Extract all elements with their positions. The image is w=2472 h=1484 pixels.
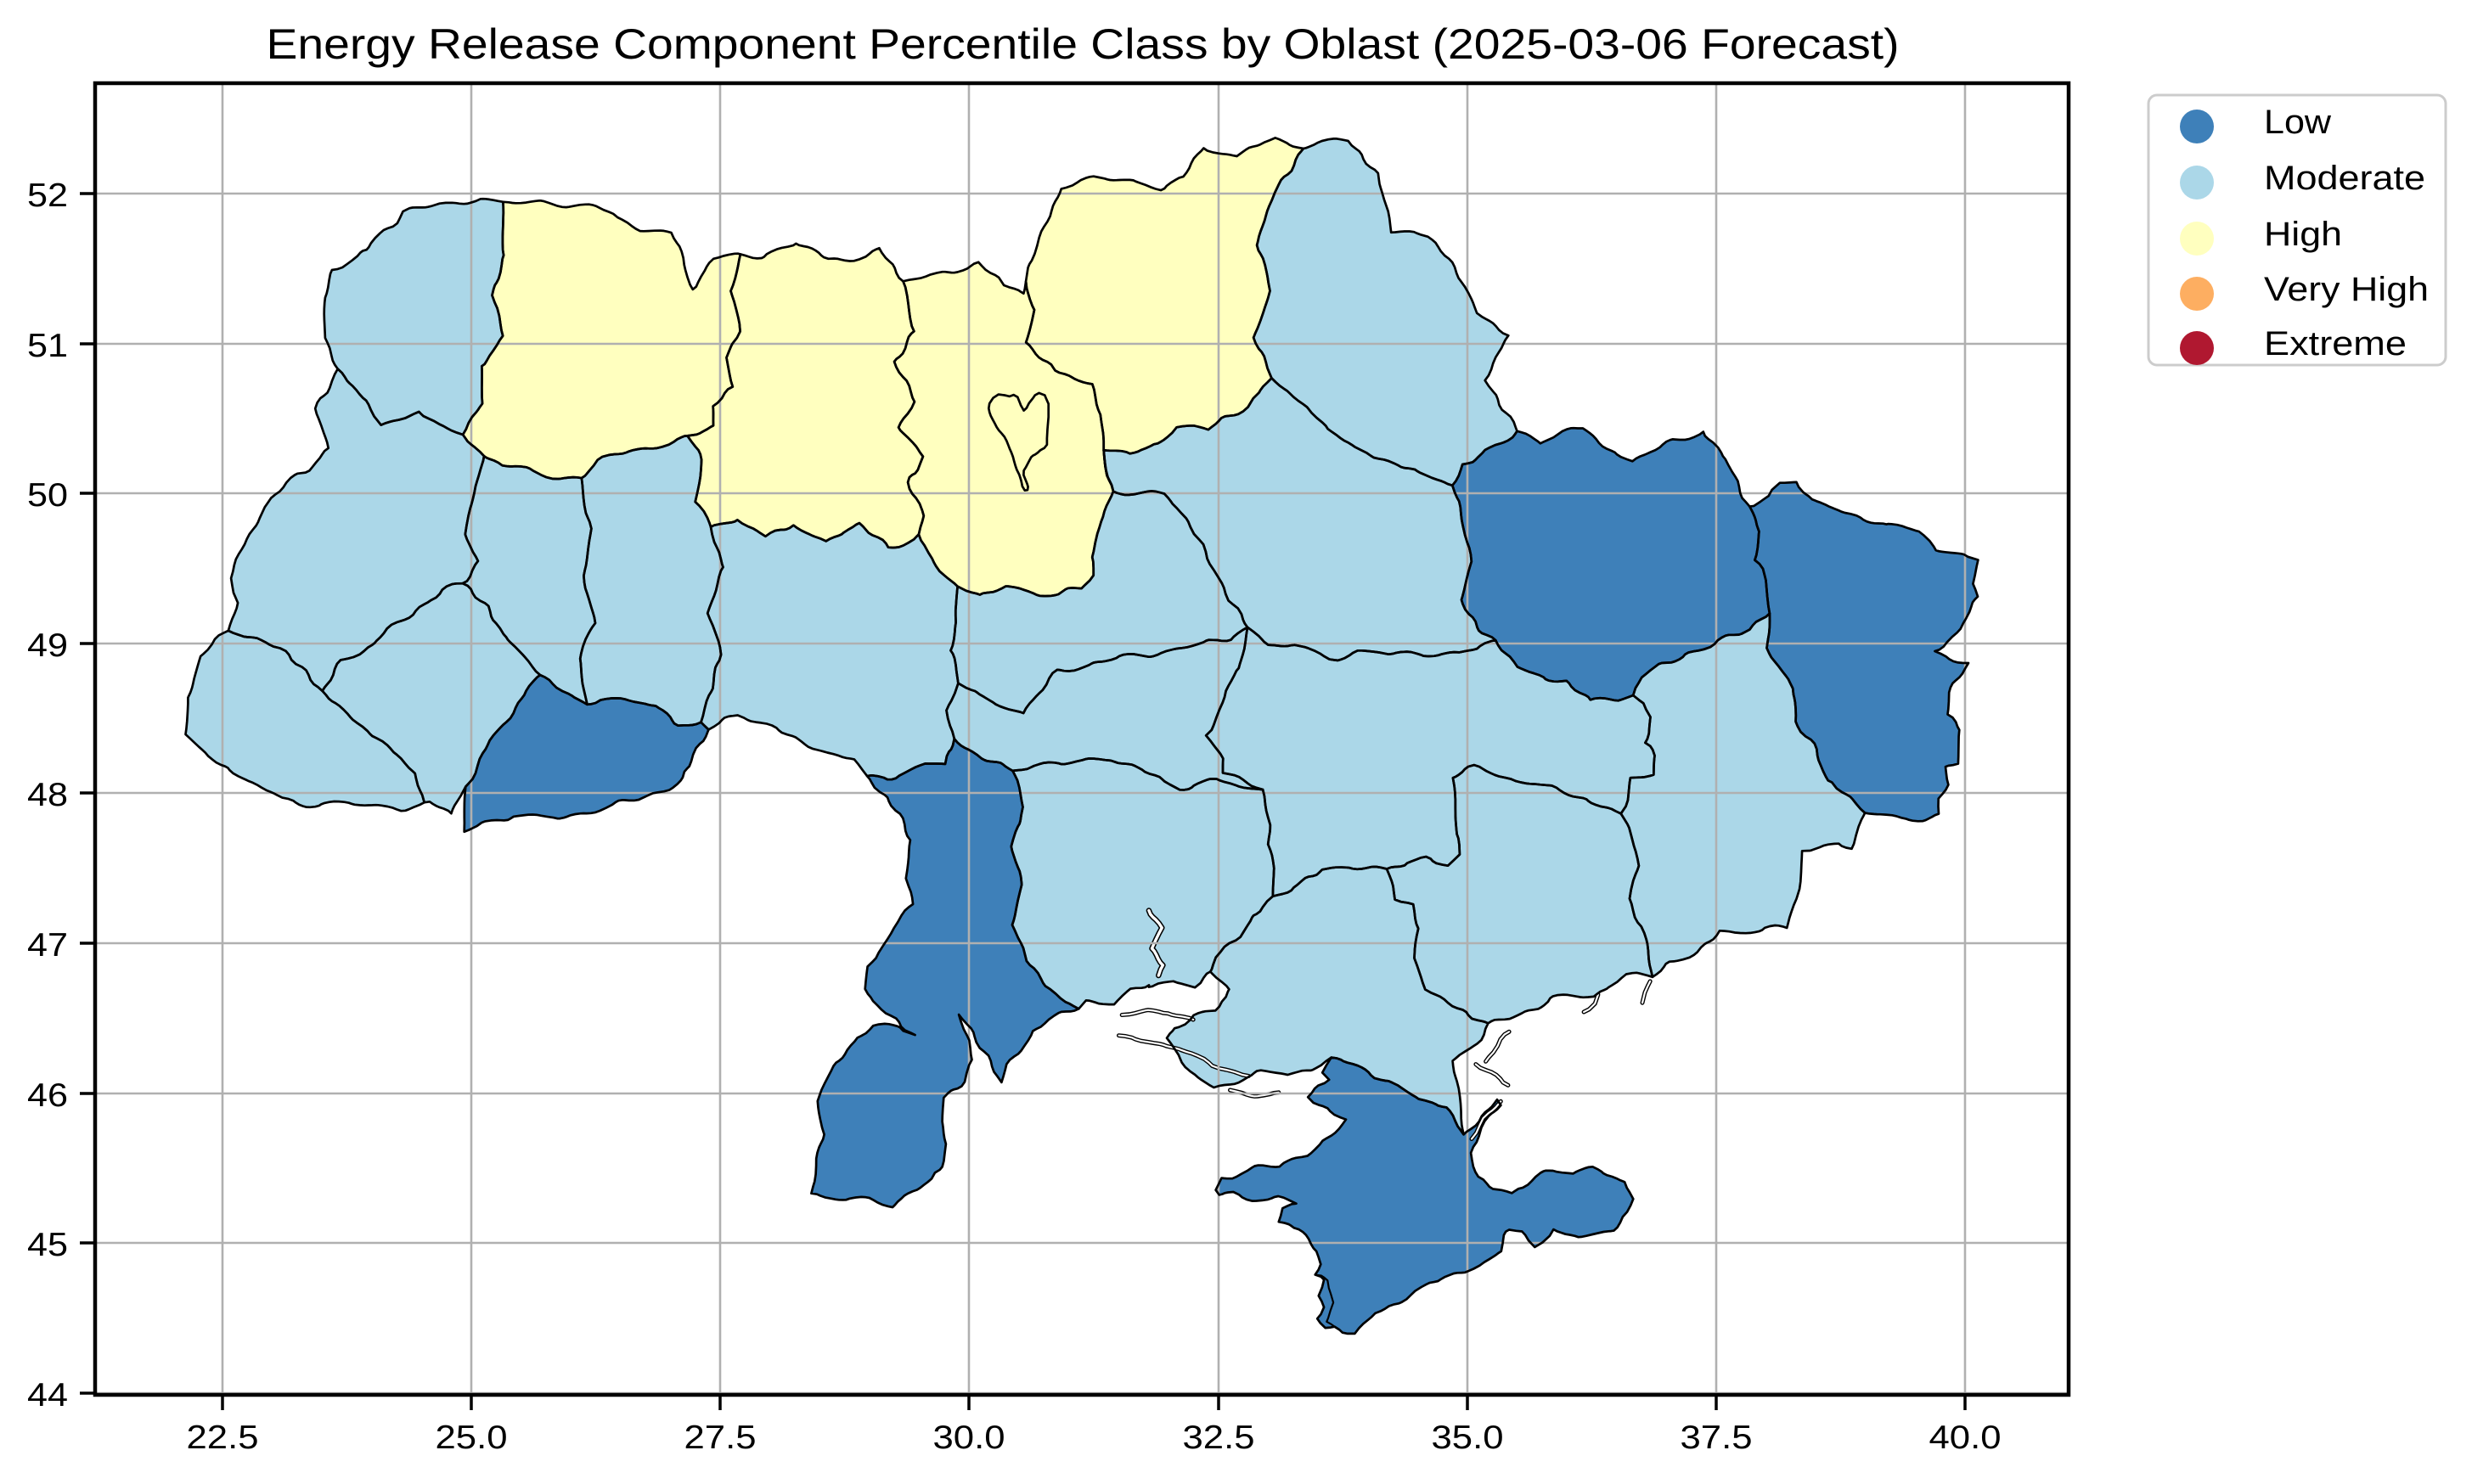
svg-text:46: 46	[27, 1077, 68, 1114]
svg-text:35.0: 35.0	[1432, 1419, 1504, 1456]
svg-text:22.5: 22.5	[187, 1419, 259, 1456]
svg-text:30.0: 30.0	[933, 1419, 1005, 1456]
svg-text:51: 51	[27, 328, 68, 364]
svg-text:Very High: Very High	[2264, 271, 2429, 308]
svg-text:32.5: 32.5	[1183, 1419, 1255, 1456]
svg-text:40.0: 40.0	[1929, 1419, 2002, 1456]
svg-text:Extreme: Extreme	[2264, 325, 2407, 363]
svg-text:45: 45	[27, 1227, 68, 1263]
svg-text:52: 52	[27, 177, 68, 214]
svg-text:47: 47	[27, 927, 68, 964]
svg-text:37.5: 37.5	[1681, 1419, 1753, 1456]
svg-text:27.5: 27.5	[684, 1419, 757, 1456]
svg-text:Moderate: Moderate	[2264, 160, 2425, 197]
svg-text:50: 50	[27, 477, 68, 514]
svg-text:48: 48	[27, 777, 68, 813]
svg-text:44: 44	[27, 1377, 68, 1414]
svg-text:25.0: 25.0	[436, 1419, 508, 1456]
svg-text:Energy Release Component Perce: Energy Release Component Percentile Clas…	[267, 20, 1900, 68]
svg-text:49: 49	[27, 627, 68, 664]
svg-text:Low: Low	[2264, 104, 2331, 141]
svg-text:High: High	[2264, 216, 2342, 253]
